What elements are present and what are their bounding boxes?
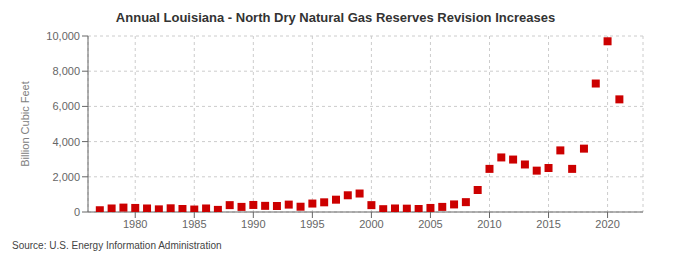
svg-text:1995: 1995 [300,218,324,230]
svg-text:2,000: 2,000 [52,171,80,183]
svg-text:6,000: 6,000 [52,100,80,112]
svg-text:1980: 1980 [123,218,147,230]
svg-text:1990: 1990 [241,218,265,230]
html-text:Annual Louisiana - North Dry N: Annual Louisiana - North Dry Natural Gas… [115,10,556,25]
svg-text:10,000: 10,000 [46,30,80,42]
svg-text:2000: 2000 [359,218,383,230]
svg-text:0: 0 [74,206,80,218]
svg-text:2010: 2010 [477,218,501,230]
svg-text:2015: 2015 [536,218,560,230]
svg-text:4,000: 4,000 [52,136,80,148]
svg-text:2005: 2005 [418,218,442,230]
svg-text:1985: 1985 [182,218,206,230]
svg-text:Billion Cubic Feet: Billion Cubic Feet [19,81,31,167]
svg-text:2020: 2020 [595,218,619,230]
svg-text:8,000: 8,000 [52,65,80,77]
html-text:Source: U.S. Energy Informatio: Source: U.S. Energy Information Administ… [12,240,222,251]
